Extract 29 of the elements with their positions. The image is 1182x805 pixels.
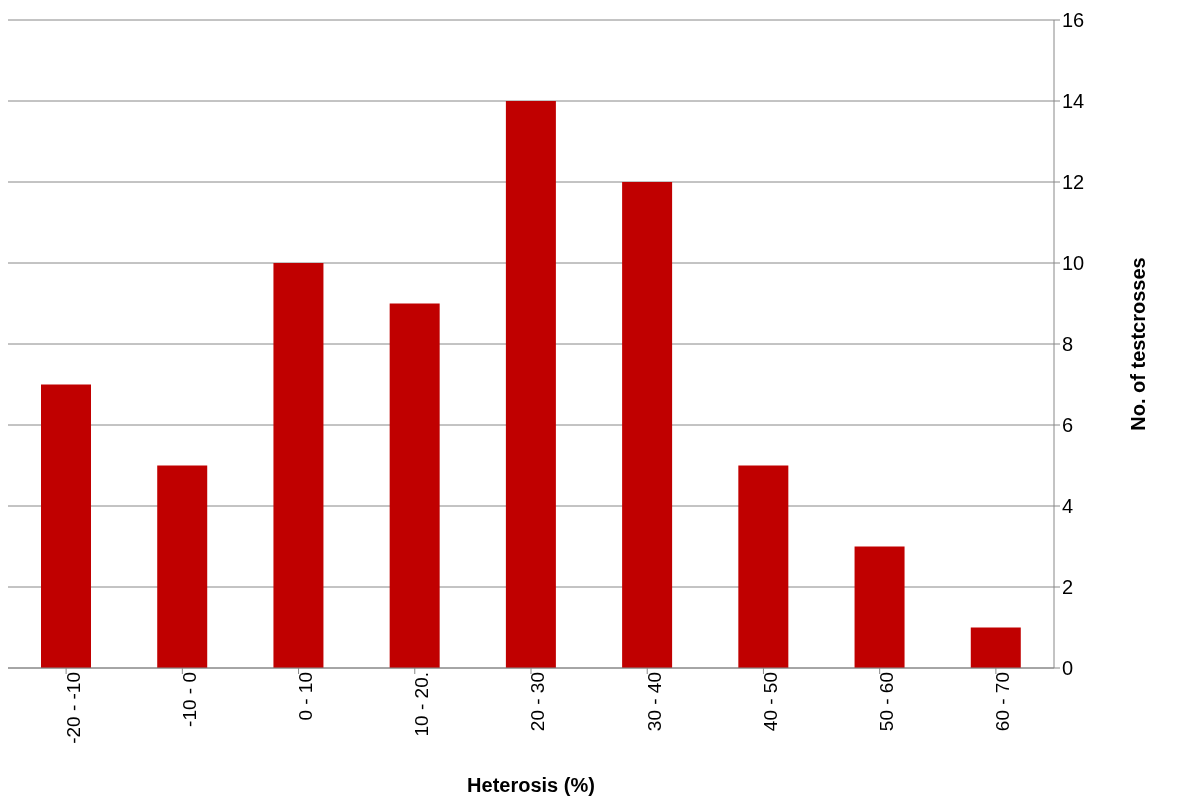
- bar: [41, 384, 91, 668]
- x-tick-label: 20 - 30: [527, 672, 549, 732]
- y-tick-label: 14: [1062, 90, 1085, 113]
- x-tick-label: 30 - 40: [643, 672, 665, 732]
- x-tick-label: -20 - -10: [62, 672, 84, 744]
- bar: [157, 465, 208, 668]
- bar: [273, 263, 324, 668]
- y-tick-label: 10: [1062, 252, 1085, 275]
- bar: [389, 303, 440, 668]
- x-tick-label: 50 - 60: [876, 672, 898, 732]
- bar: [970, 627, 1021, 668]
- y-tick-label: 6: [1062, 414, 1074, 437]
- x-tick-label: 10 - 20.: [411, 672, 433, 737]
- x-tick-label: 0 - 10: [295, 672, 317, 721]
- y-tick-label: 12: [1062, 171, 1085, 194]
- y-tick-label: 4: [1062, 495, 1074, 518]
- x-tick-label: 40 - 50: [759, 672, 781, 732]
- x-tick-label: 60 - 70: [992, 672, 1014, 732]
- bar: [622, 182, 673, 668]
- bar: [854, 546, 905, 668]
- bar: [738, 465, 789, 668]
- y-tick-label: 2: [1062, 576, 1074, 599]
- y-tick-label: 16: [1062, 9, 1085, 32]
- bar: [505, 101, 556, 668]
- y-tick-label: 0: [1062, 657, 1074, 680]
- y-axis-title: No. of testcrosses: [1127, 257, 1150, 431]
- x-tick-label: -10 - 0: [178, 672, 200, 727]
- y-tick-label: 8: [1062, 333, 1074, 356]
- x-axis-title: Heterosis (%): [467, 774, 595, 796]
